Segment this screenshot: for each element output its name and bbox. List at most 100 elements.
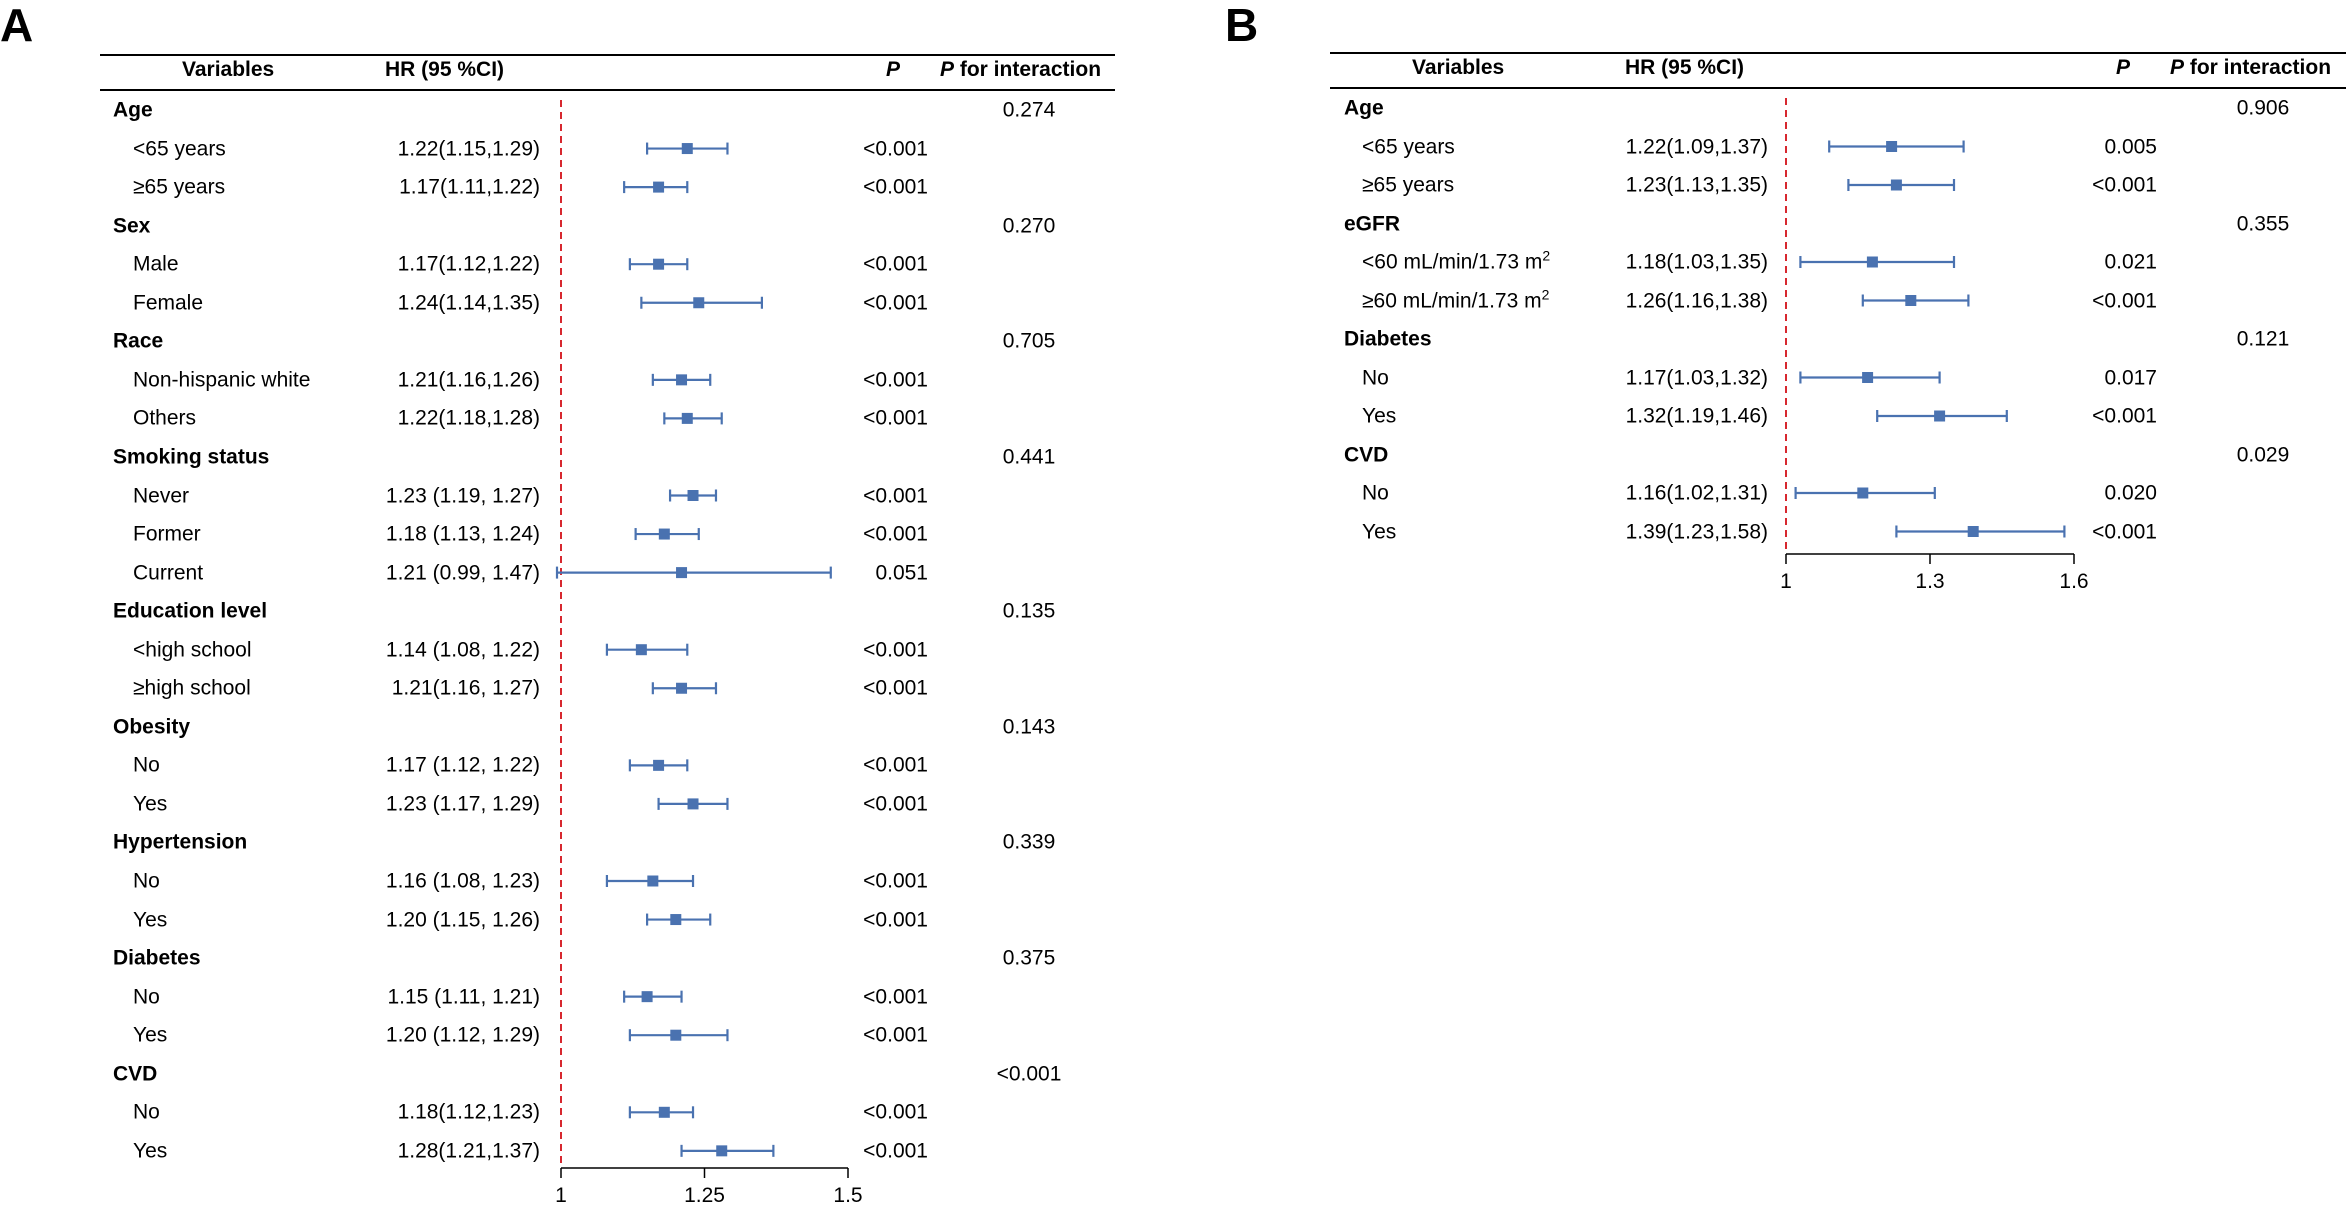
p-value: <0.001: [863, 1100, 928, 1124]
hr-ci-text: 1.15 (1.11, 1.21): [387, 985, 540, 1009]
x-axis-tick-label: 1: [555, 1184, 567, 1205]
hr-ci-text: 1.24(1.14,1.35): [397, 291, 540, 315]
p-interaction-value: 0.339: [1002, 830, 1056, 854]
x-axis-tick-label: 1.6: [2059, 570, 2088, 593]
p-interaction-value: 0.135: [1002, 599, 1056, 623]
forest-mark: [628, 1029, 729, 1042]
subgroup-label: No: [1362, 483, 1389, 504]
p-value: <0.001: [863, 484, 928, 507]
subgroup-label: Yes: [1362, 406, 1396, 427]
hr-ci-text: 1.16(1.02,1.31): [1625, 481, 1768, 505]
hr-point: [658, 528, 670, 540]
forest-mark: [623, 181, 689, 194]
forest-mark: [1861, 294, 1970, 307]
hr-ci-text: 1.22(1.18,1.28): [397, 406, 540, 430]
p-interaction-value: <0.001: [996, 1062, 1062, 1086]
forest-mark: [628, 1106, 695, 1119]
header-p-interaction-rest: for interaction: [954, 58, 1102, 81]
row-label-superscript: 2: [1542, 247, 1551, 264]
hr-ci-text: 1.18 (1.13, 1.24): [385, 522, 540, 546]
p-value: <0.001: [863, 753, 928, 777]
p-value: <0.001: [2092, 404, 2157, 428]
forest-mark: [651, 373, 712, 386]
hr-point: [641, 991, 653, 1003]
subgroup-label: No: [133, 871, 160, 892]
p-value: <0.001: [863, 291, 928, 315]
subgroup-label: Former: [133, 524, 201, 545]
hr-ci-text: 1.16 (1.08, 1.23): [385, 869, 540, 893]
subgroup-label: <65 years: [133, 138, 226, 159]
hr-ci-text: 1.17 (1.12, 1.22): [385, 753, 540, 777]
row-label-text: Former: [133, 522, 201, 546]
header-bottom-rule: [100, 89, 1115, 91]
group-label: CVD: [1344, 444, 1388, 465]
row-label-text: Hypertension: [113, 830, 248, 854]
forest-mark: [1794, 487, 1936, 499]
group-label: Diabetes: [1344, 329, 1432, 350]
p-interaction-value: 0.121: [2236, 327, 2290, 351]
forest-mark: [1876, 410, 2008, 422]
p-value: <0.001: [863, 522, 928, 546]
row-label-text: eGFR: [1344, 212, 1401, 235]
hr-ci-text: 1.17(1.11,1.22): [399, 175, 540, 199]
row-label-text: Non-hispanic white: [133, 368, 311, 392]
subgroup-label: Male: [133, 254, 179, 275]
hr-point: [1967, 526, 1979, 537]
row-label-text: Yes: [133, 1023, 168, 1047]
hr-point: [653, 759, 665, 771]
forest-mark: [628, 258, 689, 271]
row-label-text: Yes: [1362, 404, 1397, 428]
row-label-text: ≥65 years: [133, 175, 226, 199]
subgroup-label: Yes: [133, 1140, 167, 1161]
row-label-text: Yes: [133, 792, 168, 816]
header-p-interaction-rest: for interaction: [2184, 56, 2332, 79]
row-label-text: No: [133, 869, 160, 893]
p-interaction-value: 0.355: [2236, 212, 2290, 235]
header-p-interaction: P for interaction: [2170, 56, 2332, 79]
subgroup-label: Yes: [1362, 521, 1396, 542]
p-value: <0.001: [2092, 173, 2157, 197]
subgroup-label: <high school: [133, 639, 252, 660]
header-hr: HR (95 %CI): [1625, 56, 1745, 79]
forest-mark: [645, 913, 712, 926]
forest-mark: [640, 296, 764, 309]
subgroup-label: No: [1362, 367, 1389, 388]
forest-plot-area: 1 1.25 1.5: [555, 100, 863, 1205]
group-label: Age: [113, 100, 153, 121]
subgroup-label: No: [133, 1102, 160, 1123]
group-label: Diabetes: [113, 948, 201, 969]
subgroup-label: Female: [133, 292, 203, 313]
p-interaction-value: 0.274: [1002, 98, 1056, 122]
forest-mark: [628, 759, 689, 772]
panel-label: B: [1225, 0, 1259, 51]
hr-point: [676, 567, 688, 579]
header-variables: Variables: [1412, 56, 1505, 79]
header-variables: Variables: [182, 58, 275, 81]
group-label: Obesity: [113, 716, 190, 737]
hr-ci-text: 1.14 (1.08, 1.22): [385, 638, 540, 662]
row-label-text: <high school: [133, 638, 252, 662]
hr-ci-text: 1.28(1.21,1.37): [397, 1139, 540, 1163]
p-interaction-value: 0.441: [1002, 445, 1056, 469]
hr-ci-text: 1.23 (1.19, 1.27): [385, 484, 540, 507]
row-label-text: Diabetes: [1344, 327, 1432, 351]
p-value: <0.001: [863, 792, 928, 816]
x-axis-tick-label: 1: [1780, 570, 1792, 593]
group-label: Age: [1344, 98, 1384, 119]
header-hr: HR (95 %CI): [385, 58, 505, 81]
row-label-text: Race: [113, 329, 164, 353]
p-value: <0.001: [863, 638, 928, 662]
x-axis-tick-label: 1.25: [684, 1184, 725, 1205]
group-label: eGFR: [1344, 213, 1400, 234]
row-label-text: No: [1362, 366, 1389, 389]
group-label: CVD: [113, 1063, 157, 1084]
p-value: <0.001: [863, 368, 928, 392]
subgroup-label: Non-hispanic white: [133, 369, 310, 390]
header-p-interaction: P for interaction: [940, 58, 1102, 81]
hr-point: [1890, 179, 1902, 191]
forest-mark: [1828, 140, 1965, 153]
p-interaction-value: 0.705: [1002, 329, 1056, 353]
p-value: 0.020: [2104, 481, 2157, 505]
subgroup-label: No: [133, 986, 160, 1007]
hr-point: [1857, 487, 1869, 499]
